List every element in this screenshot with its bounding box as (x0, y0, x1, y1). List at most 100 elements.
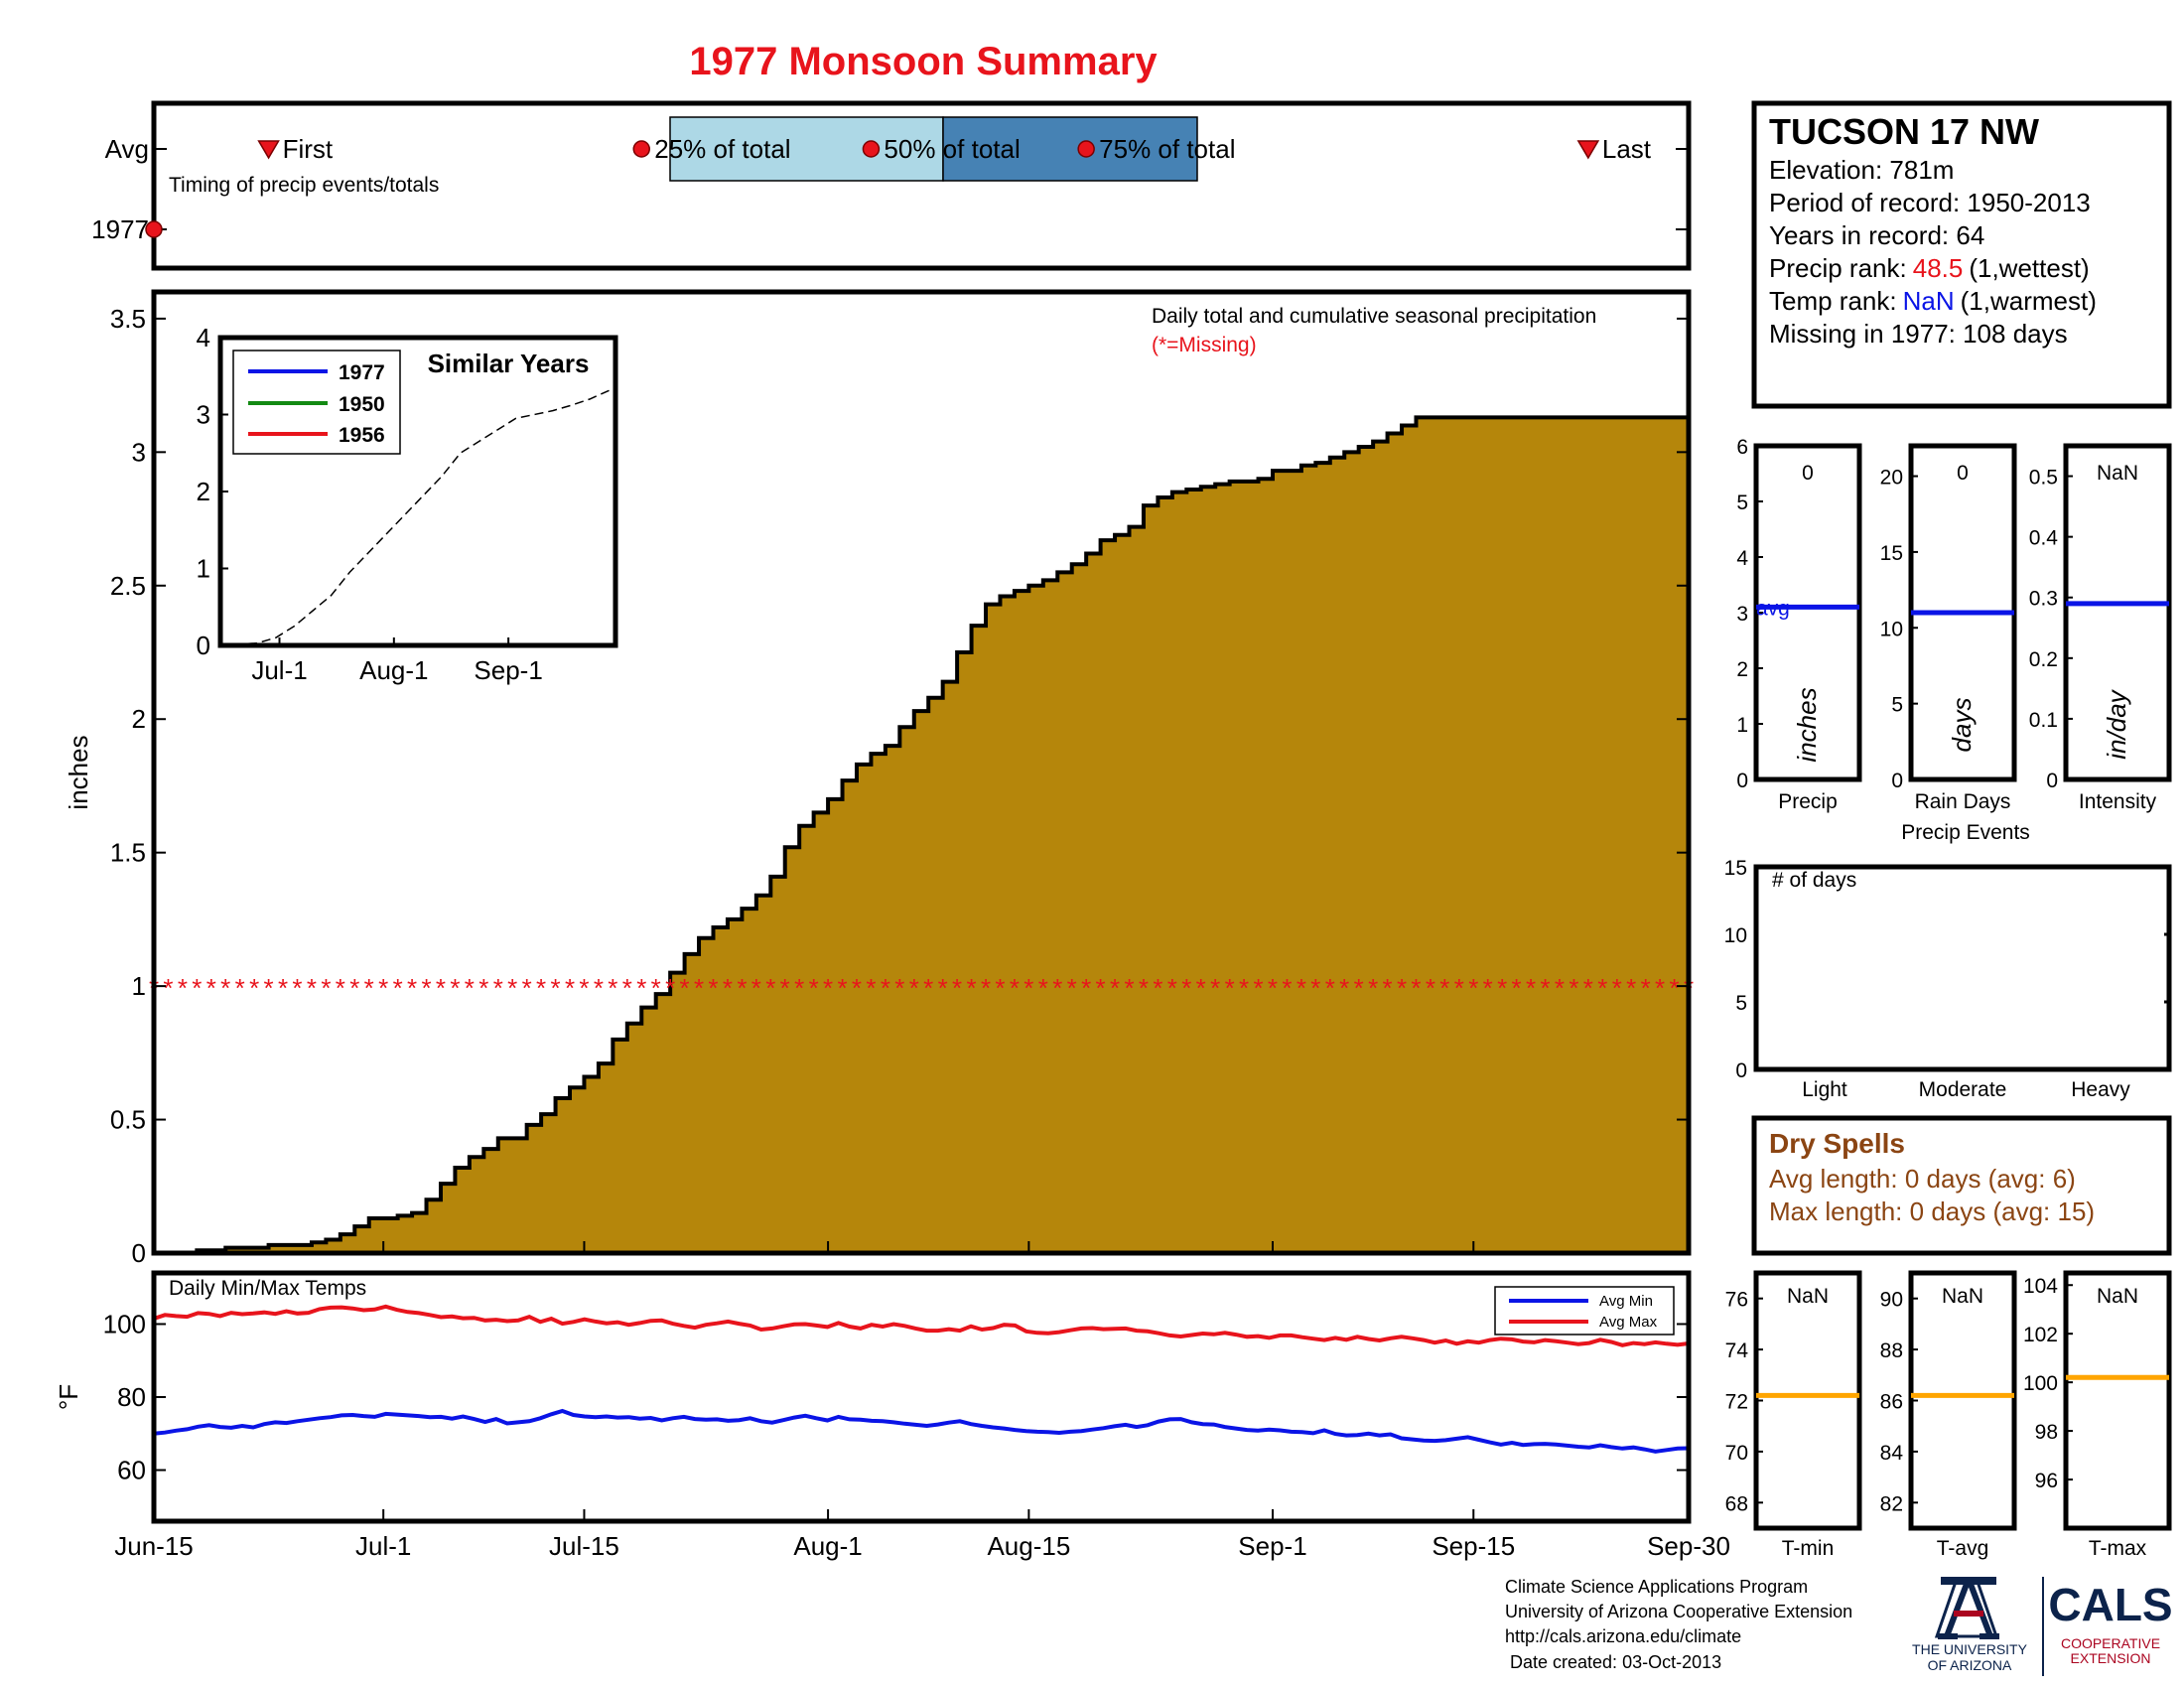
missing-marker: * (1339, 973, 1349, 1003)
precip-panel-unit: inches (1792, 687, 1822, 762)
missing-marker: * (1139, 973, 1149, 1003)
precip-panel-y-label: 5 (1736, 492, 1748, 514)
precip-rank-note: (1,wettest) (1969, 253, 2089, 283)
temperature-chart: 60 80 100 Jun-15 Jul-1 Jul-15 Aug-1 Aug-15 Sep-… (54, 1241, 1730, 1561)
missing-marker: * (1010, 973, 1020, 1003)
main-y-tick-label: 0.5 (110, 1105, 146, 1135)
dry-spells-avg: Avg length: 0 days (avg: 6) (1769, 1164, 2076, 1194)
main-precip-chart: * * * * * * * * * * * * * * * * * * * * * * * * * * * * * * * * * * * * * * * *… (64, 289, 1694, 1268)
missing-marker: * (1110, 973, 1120, 1003)
precip-panel-label: Rain Days (1915, 790, 2011, 813)
missing-marker: * (938, 973, 948, 1003)
missing-marker: * (780, 973, 790, 1003)
precip-events-caption: Precip Events (1901, 821, 2030, 844)
inset-y-tick-label: 4 (197, 323, 210, 352)
missing-marker: * (163, 973, 173, 1003)
missing-marker: * (249, 973, 259, 1003)
temp-rank: Temp rank: NaN (1,warmest) (1769, 286, 2097, 316)
main-y-tick-label: 1 (132, 971, 146, 1001)
precip-panel-value: 0 (1802, 462, 1814, 485)
precip-panel-y-label: 0 (2046, 770, 2058, 792)
precip-panel-y-label: 20 (1880, 467, 1903, 490)
temp-y-tick-label: 60 (117, 1456, 146, 1485)
temp-panel-y-label: 76 (1725, 1289, 1748, 1312)
ua-logo-line-2: OF ARIZONA (1928, 1657, 2012, 1673)
days-y-tick-label: 10 (1724, 924, 1747, 947)
missing-marker: * (981, 973, 991, 1003)
missing-marker: * (1526, 973, 1536, 1003)
missing-marker: * (723, 973, 733, 1003)
temp-panel-y-label: 102 (2023, 1324, 2058, 1346)
x-tick-label: Jul-1 (355, 1531, 411, 1561)
temp-panel-value: NaN (1942, 1285, 1983, 1308)
days-bars (1817, 1068, 2109, 1069)
inset-y-tick-label: 2 (197, 477, 210, 506)
main-frame (151, 289, 1692, 1256)
ua-a-icon (1934, 1577, 1999, 1639)
missing-marker: * (1210, 973, 1220, 1003)
missing-marker: * (1641, 973, 1651, 1003)
missing-marker: * (220, 973, 230, 1003)
missing-marker: * (1225, 973, 1235, 1003)
missing-marker: * (1368, 973, 1378, 1003)
q50-label: 50% of total (884, 134, 1020, 164)
inset-y-tick-label: 0 (197, 631, 210, 660)
precip-panel-value: NaN (2097, 462, 2138, 485)
footer-line-4: Date created: 03-Oct-2013 (1505, 1652, 1721, 1672)
temp-legend (1494, 1286, 1675, 1336)
temp-panel-y-label: 82 (1880, 1492, 1903, 1515)
days-panel: 0 5 10 15 # of days Light Moderate Heavy (1724, 857, 2172, 1101)
q25-box (669, 116, 944, 182)
days-bar (1955, 1068, 1971, 1069)
x-tick-label: Jun-15 (114, 1531, 194, 1561)
missing-marker: * (292, 973, 302, 1003)
cumulative-precip-area (154, 415, 1691, 1255)
q50-marker (862, 140, 881, 158)
missing-marker: * (307, 973, 317, 1003)
precip-panel-y-label: 0 (1891, 770, 1903, 792)
precip-panel-avg-label: avg (1756, 597, 1790, 620)
missing-marker: * (1024, 973, 1033, 1003)
temp-panel-y-label: 98 (2035, 1421, 2058, 1444)
inset-x-tick-label: Aug-1 (359, 655, 428, 685)
x-tick-label: Sep-30 (1647, 1531, 1730, 1561)
timing-year-label: 1977 (91, 214, 149, 244)
main-y-ticks: 0 0.5 1 1.5 2 2.5 3 3.5 (110, 304, 1689, 1268)
missing-marker: * (1426, 973, 1435, 1003)
missing-marker: * (837, 973, 847, 1003)
missing-marker: * (1038, 973, 1048, 1003)
q25-label: 25% of total (654, 134, 790, 164)
missing-marker: * (1540, 973, 1550, 1003)
station-years: Years in record: 64 (1769, 220, 1984, 250)
missing-marker: * (1626, 973, 1636, 1003)
missing-marker: * (1655, 973, 1665, 1003)
last-event-label: Last (1602, 134, 1652, 164)
days-bar (2093, 1068, 2109, 1069)
missing-marker: * (550, 973, 560, 1003)
missing-marker: * (1569, 973, 1578, 1003)
temp-y-tick-label: 100 (103, 1309, 146, 1338)
q50-box (942, 116, 1198, 182)
missing-marker: * (1669, 973, 1679, 1003)
missing-marker: * (765, 973, 775, 1003)
precip-panel-y-label: 0.1 (2029, 709, 2058, 732)
missing-marker: * (794, 973, 804, 1003)
main-y-tick-label: 3 (132, 437, 146, 467)
timing-marks: First Last 25% of total 50% of total 75% of … (145, 134, 1652, 238)
missing-marker: * (995, 973, 1005, 1003)
missing-marker: * (478, 973, 488, 1003)
main-missing-note: (*=Missing) (1152, 334, 1257, 356)
temp-panel-y-label: 86 (1880, 1391, 1903, 1414)
missing-marker: * (1239, 973, 1249, 1003)
main-ylabel: inches (64, 735, 93, 809)
precip-rank-value: 48.5 (1913, 253, 1964, 283)
university-of-arizona-logo: THE UNIVERSITY OF ARIZONA CALS COOPERATI… (1912, 1577, 2173, 1676)
main-y-tick-label: 2.5 (110, 571, 146, 601)
temp-panel-frame (2063, 1270, 2172, 1531)
station-info-box: TUCSON 17 NW Elevation: 781m Period of r… (1751, 100, 2172, 409)
missing-marker: * (1067, 973, 1077, 1003)
temp-panel-label: T-max (2089, 1537, 2147, 1560)
missing-marker: * (507, 973, 517, 1003)
precip-panel-y-label: 0 (1736, 770, 1748, 792)
days-y-tick-label: 15 (1724, 857, 1747, 880)
